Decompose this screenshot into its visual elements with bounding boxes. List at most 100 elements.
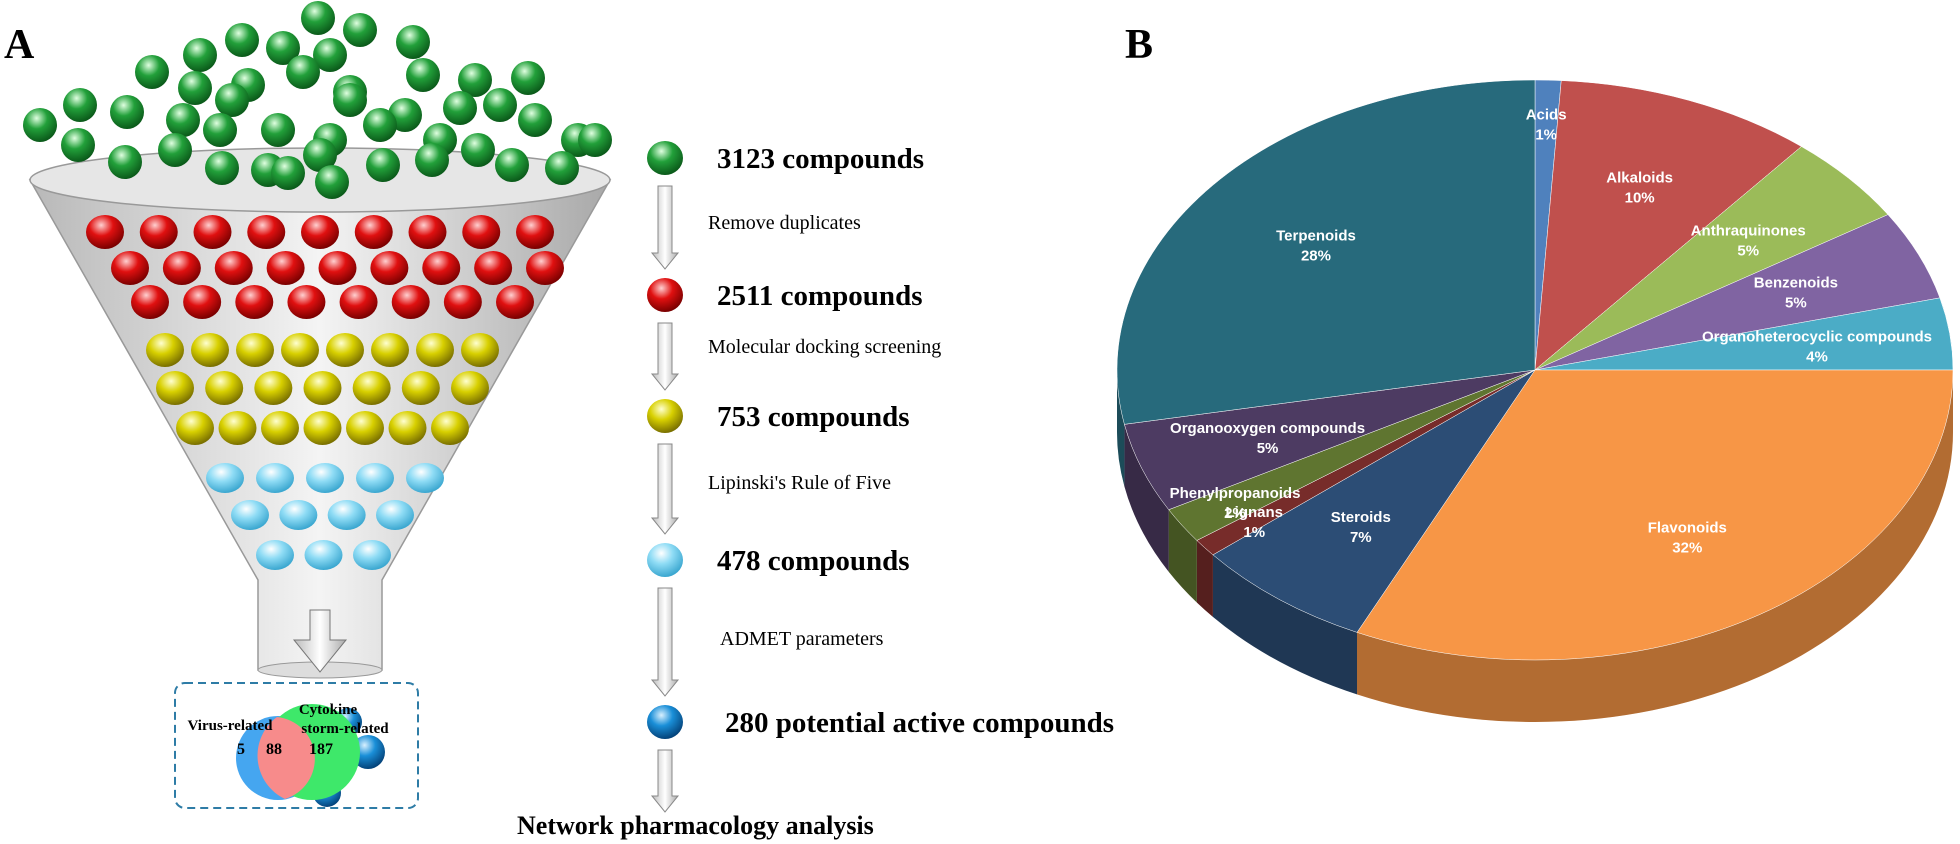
ball bbox=[135, 55, 169, 89]
ball bbox=[108, 145, 142, 179]
step-ball bbox=[647, 141, 683, 175]
ball bbox=[214, 251, 253, 285]
slice-label: Acids bbox=[1526, 107, 1567, 124]
ball bbox=[366, 148, 400, 182]
ball bbox=[205, 151, 239, 185]
ball bbox=[191, 333, 229, 367]
arrow bbox=[650, 185, 680, 270]
ball bbox=[474, 251, 513, 285]
ball bbox=[416, 333, 454, 367]
slice-value-label: 5% bbox=[1785, 295, 1807, 312]
ball bbox=[301, 215, 339, 249]
step-ball bbox=[647, 543, 683, 577]
ball bbox=[518, 103, 552, 137]
slice-label: Terpenoids bbox=[1276, 227, 1356, 244]
ball bbox=[286, 55, 320, 89]
ball bbox=[287, 285, 326, 319]
ball bbox=[483, 88, 517, 122]
ball bbox=[391, 285, 430, 319]
slice-shade bbox=[1212, 554, 1358, 695]
slice-value-label: 5% bbox=[1257, 440, 1279, 457]
ball bbox=[236, 333, 274, 367]
ball bbox=[327, 500, 366, 530]
ball bbox=[256, 540, 294, 570]
venn-count: 88 bbox=[266, 741, 282, 758]
ball bbox=[313, 38, 347, 72]
slice-side bbox=[1124, 424, 1169, 572]
ball bbox=[303, 371, 342, 405]
slice-value-label: 4% bbox=[1806, 348, 1828, 365]
slice-label: Organooxygen compounds bbox=[1170, 420, 1365, 437]
step-count: 2511 compounds bbox=[717, 280, 922, 312]
ball bbox=[218, 411, 257, 445]
ball bbox=[356, 463, 394, 493]
step-count: 3123 compounds bbox=[717, 143, 924, 175]
ball bbox=[306, 463, 344, 493]
ball bbox=[279, 500, 318, 530]
slice-label: Lignans bbox=[1226, 504, 1284, 521]
ball bbox=[363, 108, 397, 142]
slice-value-label: 7% bbox=[1350, 529, 1372, 546]
ball bbox=[110, 95, 144, 129]
venn-right-label: storm-related bbox=[301, 721, 389, 737]
ball bbox=[516, 215, 554, 249]
slice-label: Alkaloids bbox=[1606, 170, 1673, 187]
slice bbox=[1356, 369, 1954, 661]
ball bbox=[339, 285, 378, 319]
ball bbox=[431, 411, 469, 445]
slice-shade bbox=[1196, 540, 1213, 617]
slice bbox=[1212, 369, 1536, 633]
ball bbox=[23, 108, 57, 142]
ball bbox=[86, 215, 124, 249]
venn-count: 187 bbox=[309, 741, 333, 758]
slice-label: Anthraquinones bbox=[1691, 223, 1806, 240]
ball bbox=[578, 123, 612, 157]
ball bbox=[462, 215, 501, 249]
ball bbox=[315, 165, 349, 199]
steps: 3123 compounds Remove duplicates 2511 comp… bbox=[647, 141, 1114, 813]
slice-value-label: 1% bbox=[1243, 524, 1265, 541]
step-process: Lipinski's Rule of Five bbox=[708, 472, 891, 494]
slice-shade bbox=[1124, 424, 1169, 572]
ball bbox=[370, 251, 409, 285]
ball bbox=[443, 285, 482, 319]
ball bbox=[318, 251, 357, 285]
ball bbox=[511, 61, 545, 95]
step-ball bbox=[647, 278, 683, 312]
ball bbox=[406, 463, 444, 493]
ball bbox=[215, 83, 249, 117]
ball bbox=[111, 251, 149, 285]
ball bbox=[352, 371, 391, 405]
ball bbox=[303, 411, 342, 445]
ball bbox=[254, 371, 293, 405]
slice bbox=[1534, 80, 1802, 371]
ball bbox=[166, 103, 200, 137]
ball bbox=[496, 285, 534, 319]
ball bbox=[396, 25, 430, 59]
ball bbox=[343, 13, 377, 47]
slice-label: Flavonoids bbox=[1648, 520, 1727, 537]
venn-left-label: Virus-related bbox=[188, 718, 274, 734]
ball bbox=[545, 151, 579, 185]
step-count: 478 compounds bbox=[717, 545, 910, 577]
slice-shade bbox=[1357, 370, 1953, 722]
ball bbox=[131, 285, 169, 319]
ball bbox=[176, 411, 214, 445]
slice-value-label: 1% bbox=[1535, 127, 1557, 144]
ball bbox=[281, 333, 319, 367]
ball bbox=[443, 91, 477, 125]
ball bbox=[162, 251, 201, 285]
ball bbox=[205, 371, 244, 405]
slice-value-label: 28% bbox=[1301, 247, 1331, 264]
slice-side bbox=[1212, 554, 1358, 695]
slice-shade bbox=[1168, 509, 1197, 603]
ball bbox=[301, 1, 335, 35]
step-ball bbox=[647, 705, 683, 739]
step-ball bbox=[647, 399, 683, 433]
step-process: Remove duplicates bbox=[708, 212, 861, 234]
ball bbox=[304, 540, 343, 570]
ball bbox=[271, 156, 305, 190]
ball bbox=[61, 128, 95, 162]
ball bbox=[261, 411, 299, 445]
